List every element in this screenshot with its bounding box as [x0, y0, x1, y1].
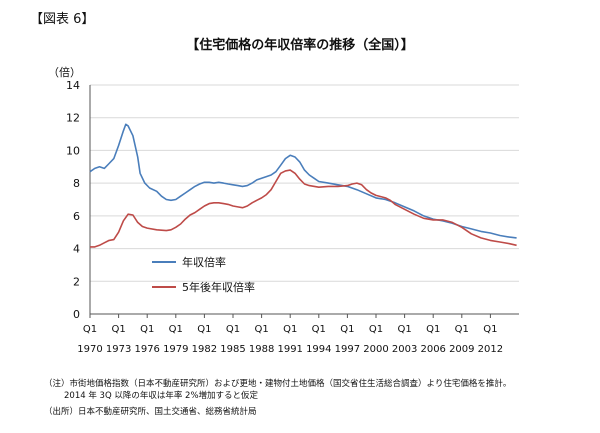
x-tick-year: 1997: [335, 344, 360, 355]
note-line-1: （注）市街地価格指数（日本不動産研究所）および更地・建物付土地価格（国交省住生活…: [44, 379, 512, 389]
y-tick-label: 10: [66, 144, 80, 157]
series-line-1: [89, 123, 517, 239]
figure-label: 【図表 6】: [30, 12, 95, 27]
x-tick-quarter: Q1: [483, 324, 497, 335]
series-lines: [89, 123, 517, 248]
x-tick-year: 1985: [220, 344, 245, 355]
x-tick-quarter: Q1: [340, 324, 354, 335]
x-axis-ticks: Q1 1970 Q1 1973 Q1 1976 Q1 1979 Q1 1982 Q1 1985 Q1 19…: [77, 314, 503, 355]
gridlines: [89, 84, 519, 315]
y-tick-label: 2: [73, 275, 80, 288]
x-tick-quarter: Q1: [254, 324, 268, 335]
y-axis-ticks: 0 2 4 6 8 10 12 14: [66, 79, 80, 321]
x-tick-year: 1991: [277, 344, 302, 355]
x-tick-year: 2012: [478, 344, 503, 355]
x-tick-year: 1973: [106, 344, 131, 355]
note-line-2: 2014 年 3Q 以降の年収は年率 2%増加すると仮定: [64, 391, 259, 401]
source-note: （出所）日本不動産研究所、国土交通省、総務省統計局: [44, 407, 257, 417]
legend-label-1: 年収倍率: [182, 255, 226, 269]
x-tick-quarter: Q1: [111, 324, 125, 335]
x-tick-year: 2009: [449, 344, 474, 355]
chart-title: 【住宅価格の年収倍率の推移（全国）】: [186, 38, 414, 53]
x-tick-quarter: Q1: [397, 324, 411, 335]
x-tick-year: 2003: [392, 344, 417, 355]
x-tick-year: 2000: [363, 344, 388, 355]
x-tick-year: 1988: [249, 344, 274, 355]
legend-label-2: 5年後年収倍率: [182, 280, 255, 294]
y-tick-label: 14: [66, 79, 80, 92]
x-tick-year: 1982: [192, 344, 217, 355]
x-tick-year: 1970: [77, 344, 102, 355]
x-tick-year: 2006: [420, 344, 445, 355]
x-tick-year: 1994: [306, 344, 331, 355]
x-tick-quarter: Q1: [455, 324, 469, 335]
x-tick-year: 1979: [163, 344, 188, 355]
x-tick-quarter: Q1: [283, 324, 297, 335]
y-tick-label: 0: [73, 308, 80, 321]
y-tick-label: 12: [66, 112, 80, 125]
x-tick-quarter: Q1: [197, 324, 211, 335]
legend: 年収倍率 5年後年収倍率: [152, 255, 255, 294]
y-axis-unit-label: （倍）: [48, 65, 81, 79]
x-tick-quarter: Q1: [226, 324, 240, 335]
x-tick-quarter: Q1: [426, 324, 440, 335]
y-tick-label: 4: [73, 243, 80, 256]
x-tick-quarter: Q1: [140, 324, 154, 335]
series-line-2: [90, 169, 517, 248]
y-tick-label: 6: [73, 210, 80, 223]
x-tick-quarter: Q1: [312, 324, 326, 335]
x-tick-quarter: Q1: [369, 324, 383, 335]
x-tick-quarter: Q1: [83, 324, 97, 335]
x-tick-quarter: Q1: [169, 324, 183, 335]
x-tick-year: 1976: [134, 344, 159, 355]
y-tick-label: 8: [73, 177, 80, 190]
